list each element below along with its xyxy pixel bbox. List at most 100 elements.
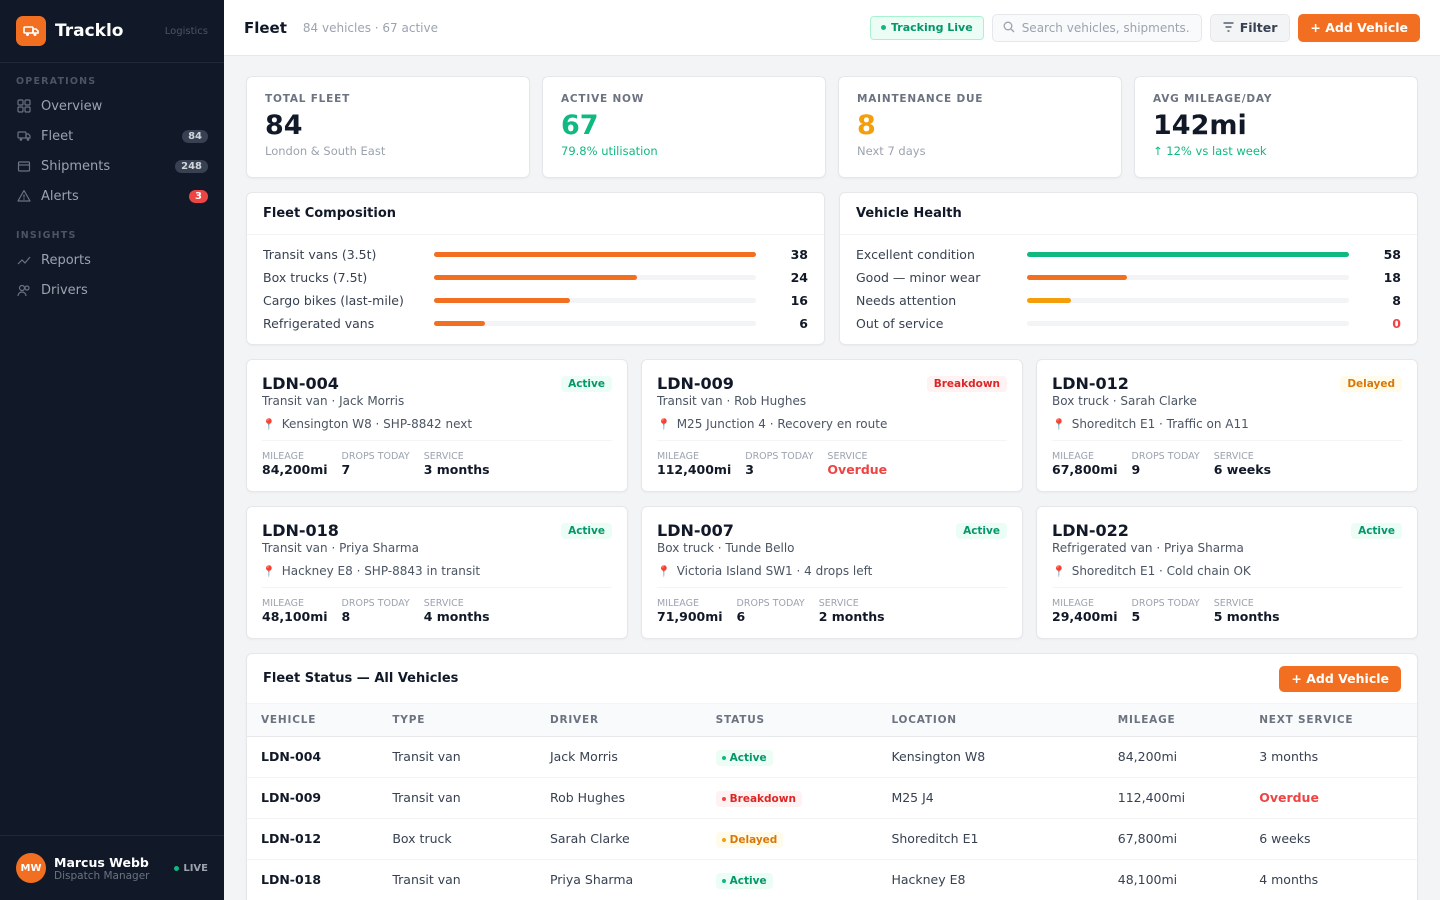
page-subtitle: 84 vehicles · 67 active: [302, 20, 438, 35]
table-row[interactable]: LDN-004 Transit van Jack Morris Active Kensi…: [247, 736, 1417, 778]
cell-mileage: 112,400mi: [1103, 777, 1246, 819]
box-icon: [16, 158, 32, 174]
vehicle-meta: Transit van · Priya Sharma: [262, 541, 419, 555]
vehicle-card[interactable]: LDN-012 Delayed Box truck · Sarah Clarke 📍 S…: [1036, 359, 1418, 492]
live-dot-icon: [174, 865, 180, 871]
sidebar-item-overview[interactable]: Overview: [0, 91, 224, 121]
sidebar-item-alerts[interactable]: Alerts 3: [0, 181, 224, 211]
table-add-vehicle-button[interactable]: + Add Vehicle: [1279, 665, 1401, 692]
bar-row: Out of service 0: [856, 312, 1401, 335]
vehicle-stat: SERVICE 4 months: [424, 598, 490, 624]
status-label: Active: [729, 874, 767, 887]
vehicle-stat-value: 2 months: [818, 609, 885, 624]
cell-status: Active: [701, 859, 878, 900]
status-badge: Delayed: [1340, 376, 1402, 392]
location-pin-icon: 📍: [657, 564, 671, 578]
alerts-count-badge: 3: [189, 189, 208, 203]
bar-track: [434, 321, 756, 326]
vehicle-stat-label: SERVICE: [1213, 598, 1254, 609]
bar-row: Good — minor wear 18: [856, 266, 1401, 289]
vehicle-stat-label: DROPS TODAY: [1131, 598, 1200, 609]
bar-track: [1027, 321, 1349, 326]
vehicle-stat-value: 84,200mi: [262, 462, 328, 477]
bar-fill: [434, 252, 756, 257]
sidebar-item-label: Reports: [41, 252, 91, 268]
user-profile[interactable]: MW Marcus Webb Dispatch Manager LIVE: [0, 835, 224, 900]
bar-track: [434, 298, 756, 303]
vehicle-card[interactable]: LDN-022 Active Refrigerated van · Priya Sh…: [1036, 506, 1418, 639]
location-pin-icon: 📍: [1052, 417, 1066, 431]
location-text: Kensington W8 · SHP-8842 next: [281, 417, 473, 431]
column-header[interactable]: MILEAGE: [1103, 704, 1246, 737]
status-dot-icon: [721, 878, 726, 883]
vehicle-stat: MILEAGE 67,800mi: [1052, 451, 1118, 477]
vehicle-card[interactable]: LDN-009 Breakdown Transit van · Rob Hughes…: [641, 359, 1023, 492]
table-row[interactable]: LDN-012 Box truck Sarah Clarke Delayed Shore…: [247, 818, 1417, 860]
cell-driver: Rob Hughes: [535, 777, 702, 819]
sidebar-item-reports[interactable]: Reports: [0, 245, 224, 275]
panel-title: Fleet Composition: [247, 193, 824, 235]
vehicle-stat-value: 5: [1131, 609, 1141, 624]
cell-location: Kensington W8: [877, 736, 1104, 778]
column-header[interactable]: DRIVER: [535, 704, 702, 737]
bar-track: [1027, 252, 1349, 257]
bar-label: Excellent condition: [856, 247, 975, 262]
status-dot-icon: [721, 796, 726, 801]
search-box[interactable]: [991, 13, 1202, 42]
vehicle-stat-value: 8: [341, 609, 351, 624]
vehicle-location: 📍 Shoreditch E1 · Traffic on A11: [1052, 417, 1402, 441]
vehicle-stat-value: 67,800mi: [1052, 462, 1118, 477]
bar-label: Cargo bikes (last-mile): [263, 293, 404, 308]
bar-track: [434, 275, 756, 280]
vehicle-stat: SERVICE 3 months: [424, 451, 490, 477]
bar-value: 24: [790, 270, 808, 285]
vehicle-stat: MILEAGE 48,100mi: [262, 598, 328, 624]
topbar: Fleet 84 vehicles · 67 active Tracking L…: [224, 0, 1440, 56]
cell-mileage: 84,200mi: [1103, 736, 1246, 778]
table-row[interactable]: LDN-009 Transit van Rob Hughes Breakdown M25…: [247, 777, 1417, 819]
location-text: Shoreditch E1 · Cold chain OK: [1071, 564, 1251, 578]
vehicle-card[interactable]: LDN-018 Active Transit van · Priya Sharma 📍…: [246, 506, 628, 639]
grid-icon: [16, 98, 32, 114]
bar-row: Refrigerated vans 6: [263, 312, 808, 335]
vehicle-stat: MILEAGE 112,400mi: [657, 451, 731, 477]
sidebar-item-fleet[interactable]: Fleet 84: [0, 121, 224, 151]
cell-type: Transit van: [378, 777, 536, 819]
shipments-count-badge: 248: [175, 159, 208, 173]
vehicle-stat-label: MILEAGE: [657, 598, 699, 609]
vehicle-stat-label: SERVICE: [423, 598, 464, 609]
column-header[interactable]: NEXT SERVICE: [1245, 704, 1417, 737]
location-pin-icon: 📍: [1052, 564, 1066, 578]
add-vehicle-button[interactable]: + Add Vehicle: [1298, 13, 1420, 42]
column-header[interactable]: LOCATION: [877, 704, 1104, 737]
vehicle-card[interactable]: LDN-007 Active Box truck · Tunde Bello 📍 Vic…: [641, 506, 1023, 639]
vehicle-stat-value: 3: [745, 462, 754, 477]
vehicle-stats: MILEAGE 48,100mi DROPS TODAY 8 SERVICE 4 mont…: [262, 598, 612, 624]
vehicle-stats: MILEAGE 112,400mi DROPS TODAY 3 SERVICE Overd…: [657, 451, 1007, 477]
filter-label: Filter: [1239, 20, 1278, 35]
vehicle-card[interactable]: LDN-004 Active Transit van · Jack Morris 📍 K…: [246, 359, 628, 492]
filter-button[interactable]: Filter: [1209, 13, 1291, 42]
sidebar-item-shipments[interactable]: Shipments 248: [0, 151, 224, 181]
column-header[interactable]: VEHICLE: [247, 704, 379, 737]
table-title: Fleet Status — All Vehicles: [263, 671, 459, 686]
search-input[interactable]: [1021, 20, 1191, 35]
bar-row: Excellent condition 58: [856, 243, 1401, 266]
chart-icon: [16, 252, 32, 268]
sidebar-item-label: Shipments: [41, 158, 111, 174]
vehicle-stat-label: DROPS TODAY: [736, 598, 805, 609]
vehicle-stat: MILEAGE 84,200mi: [262, 451, 328, 477]
bar-fill: [1027, 252, 1349, 257]
sidebar-item-drivers[interactable]: Drivers: [0, 275, 224, 305]
column-header[interactable]: STATUS: [701, 704, 878, 737]
table-row[interactable]: LDN-018 Transit van Priya Sharma Active Hack…: [247, 859, 1417, 900]
vehicle-stat-label: SERVICE: [827, 451, 868, 462]
column-header[interactable]: TYPE: [378, 704, 536, 737]
truck-logo-icon: [16, 16, 46, 46]
fleet-status-table-panel: Fleet Status — All Vehicles + Add Vehicl…: [246, 653, 1418, 900]
bar-value: 16: [790, 293, 808, 308]
stat-label: ACTIVE NOW: [561, 93, 645, 105]
stat-card-active-now: ACTIVE NOW 67 79.8% utilisation: [542, 76, 826, 178]
vehicle-meta: Transit van · Rob Hughes: [657, 394, 807, 408]
location-text: Shoreditch E1 · Traffic on A11: [1071, 417, 1249, 431]
